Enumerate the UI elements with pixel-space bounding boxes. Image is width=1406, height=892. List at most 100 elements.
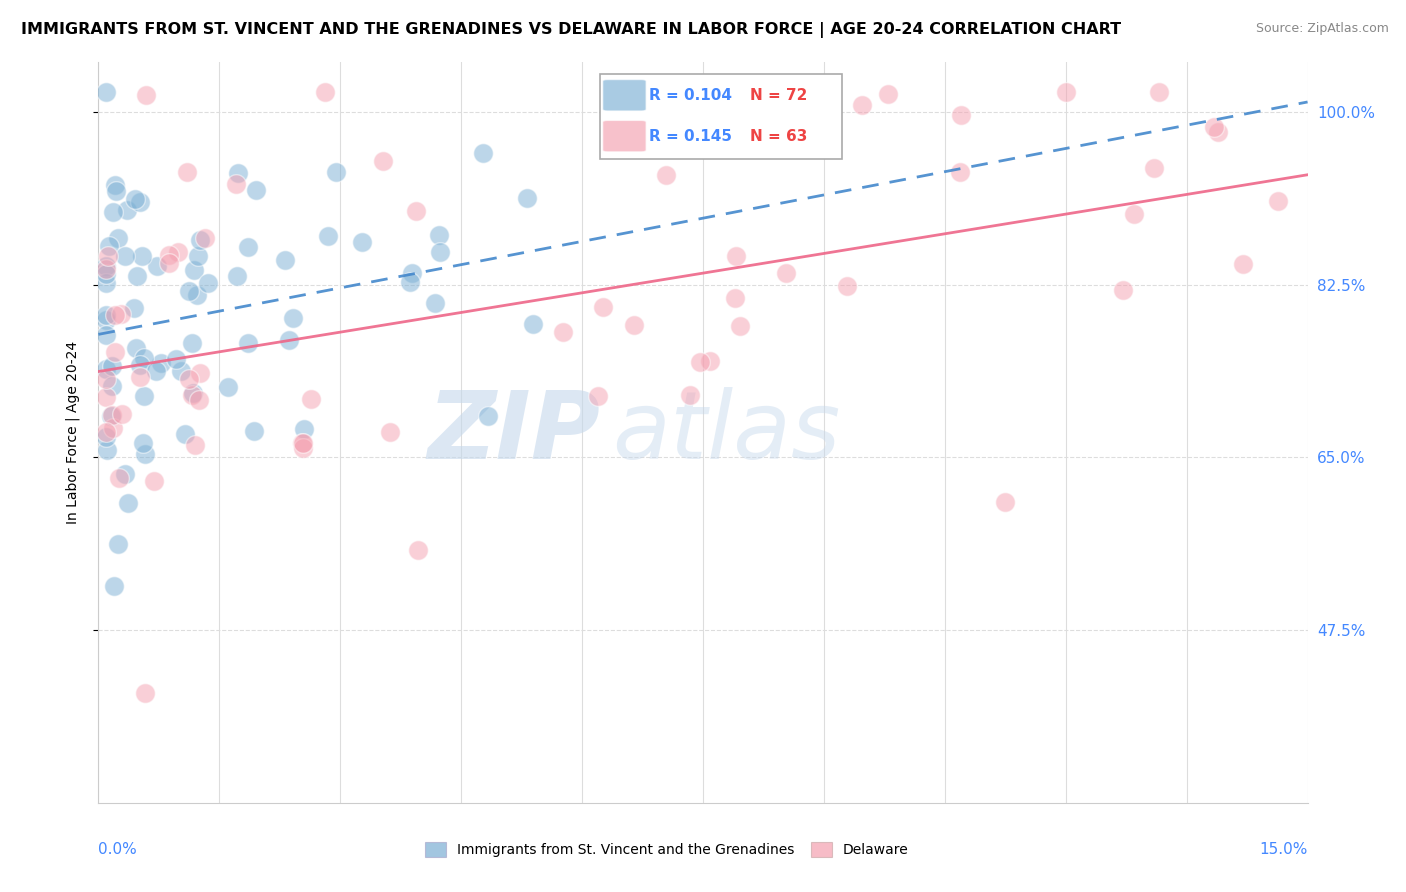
Point (96, 362, 118, 376)
Point (724, 291, 747, 305)
Point (1206, 125, 1229, 139)
Point (278, 333, 301, 347)
Point (184, 438, 207, 452)
Point (225, 177, 247, 191)
Point (104, 184, 127, 198)
Point (104, 345, 127, 359)
Point (679, 388, 702, 402)
Point (96, 430, 118, 444)
Point (97, 249, 120, 263)
Point (314, 85, 336, 99)
Point (245, 183, 267, 197)
Point (181, 386, 204, 401)
Point (775, 266, 797, 280)
Point (146, 259, 169, 273)
Point (471, 145, 494, 160)
Point (188, 393, 211, 408)
Point (96, 309, 118, 323)
Point (96, 313, 118, 327)
Point (380, 425, 402, 440)
Point (135, 88, 157, 103)
Point (125, 268, 148, 283)
Point (623, 318, 645, 332)
Point (165, 351, 187, 366)
Point (96, 276, 118, 290)
Point (157, 256, 180, 270)
Point (125, 341, 148, 355)
Point (197, 277, 219, 291)
Point (129, 194, 152, 209)
Point (124, 192, 146, 206)
Point (96, 259, 118, 273)
Point (186, 288, 208, 302)
Point (96, 261, 118, 276)
Point (104, 178, 127, 192)
Point (96, 425, 118, 439)
Point (949, 164, 972, 178)
Point (183, 263, 205, 277)
Point (114, 467, 136, 482)
Point (143, 474, 166, 488)
Point (325, 165, 347, 179)
Legend: Immigrants from St. Vincent and the Grenadines, Delaware: Immigrants from St. Vincent and the Gren… (419, 836, 914, 863)
Point (177, 372, 200, 386)
Point (180, 387, 202, 401)
Point (689, 355, 711, 369)
Point (217, 380, 239, 394)
Point (145, 364, 167, 378)
Point (1122, 207, 1144, 221)
Point (993, 495, 1015, 509)
Point (173, 426, 195, 441)
Point (725, 249, 748, 263)
Point (111, 407, 134, 421)
Point (96, 328, 118, 343)
Point (110, 307, 132, 321)
Point (114, 249, 136, 263)
Point (401, 266, 423, 280)
Point (96, 371, 118, 385)
Point (1147, 85, 1170, 99)
Point (134, 447, 156, 461)
Point (292, 442, 315, 456)
Point (134, 686, 156, 700)
Point (194, 231, 217, 245)
Point (1143, 161, 1166, 176)
Point (835, 279, 858, 293)
Point (97, 238, 120, 252)
Point (1232, 257, 1254, 271)
Point (115, 202, 138, 217)
Point (292, 421, 315, 435)
Point (107, 537, 129, 551)
Point (128, 369, 150, 384)
Point (100, 409, 122, 423)
Point (122, 301, 145, 315)
Point (371, 153, 394, 168)
Point (132, 436, 155, 450)
Point (96, 267, 118, 281)
Point (242, 424, 264, 438)
Point (96, 85, 118, 99)
Point (104, 308, 127, 322)
Point (96, 443, 118, 458)
Point (180, 336, 202, 351)
Point (299, 392, 322, 406)
Point (170, 364, 193, 378)
Point (699, 354, 721, 368)
Text: atlas: atlas (613, 387, 841, 478)
Point (281, 310, 304, 325)
Point (132, 351, 155, 366)
Text: Source: ZipAtlas.com: Source: ZipAtlas.com (1256, 22, 1389, 36)
Point (405, 204, 427, 219)
Point (150, 356, 173, 370)
Point (274, 253, 297, 268)
Y-axis label: In Labor Force | Age 20-24: In Labor Force | Age 20-24 (66, 341, 80, 524)
Point (316, 229, 339, 244)
Point (96, 390, 118, 404)
Point (107, 231, 129, 245)
Point (167, 245, 190, 260)
Point (291, 435, 314, 450)
Point (226, 268, 249, 283)
Point (655, 168, 678, 182)
Point (132, 389, 155, 403)
Point (117, 496, 139, 510)
